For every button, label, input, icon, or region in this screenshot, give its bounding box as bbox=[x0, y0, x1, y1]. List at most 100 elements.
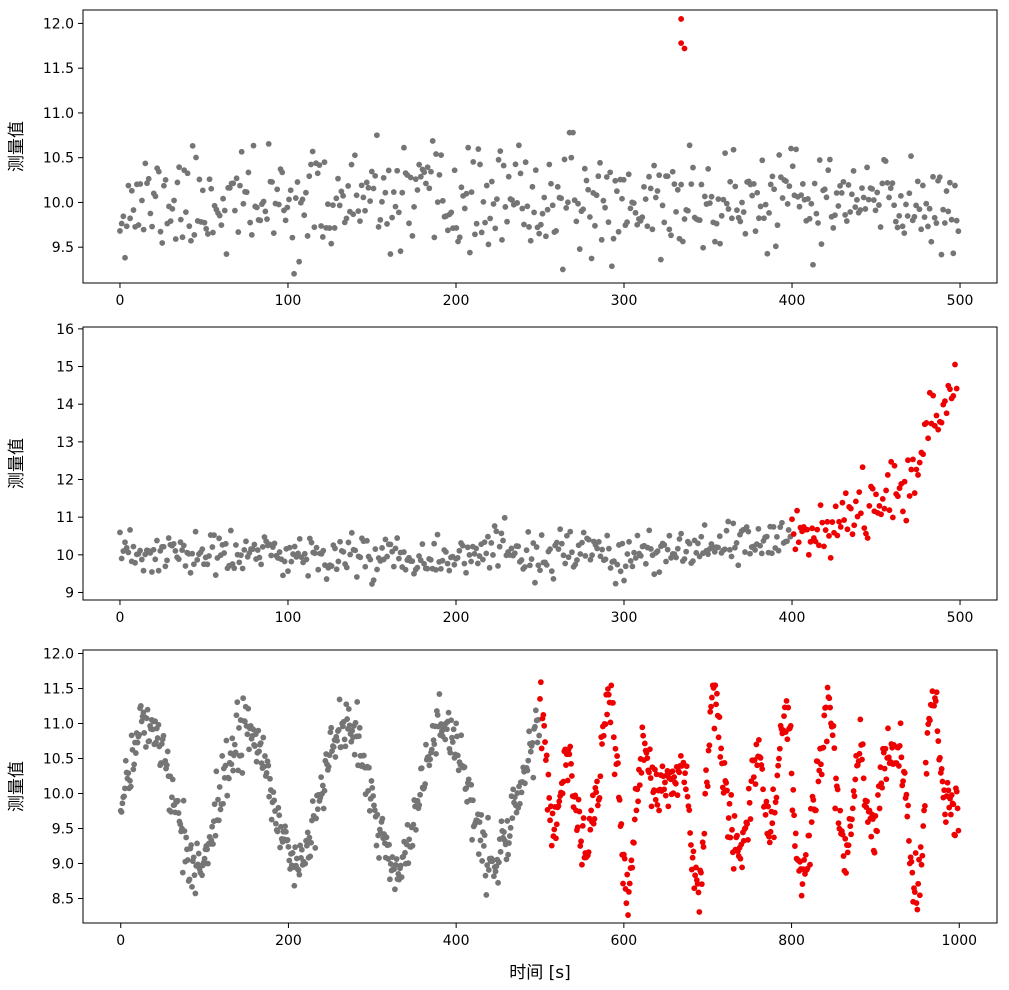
data-point-series-1 bbox=[498, 818, 505, 825]
data-point-series-2 bbox=[950, 393, 957, 399]
data-point-series-1 bbox=[245, 169, 252, 176]
data-point-series-2 bbox=[602, 721, 609, 728]
y-tick-label: 12.0 bbox=[43, 647, 74, 663]
data-point-series-2 bbox=[636, 782, 643, 788]
data-point-series-1 bbox=[281, 558, 288, 565]
data-point-series-2 bbox=[844, 849, 851, 856]
data-point-series-2 bbox=[656, 807, 662, 814]
data-point-series-2 bbox=[843, 870, 849, 876]
data-point-series-1 bbox=[222, 762, 229, 769]
data-point-series-2 bbox=[773, 794, 780, 801]
data-point-series-1 bbox=[752, 228, 759, 235]
data-point-series-2 bbox=[635, 798, 642, 805]
data-point-series-2 bbox=[895, 763, 902, 769]
data-point-series-2 bbox=[734, 832, 740, 839]
data-point-series-1 bbox=[203, 225, 210, 232]
data-point-series-2 bbox=[597, 773, 604, 780]
data-point-series-2 bbox=[790, 531, 797, 537]
data-point-series-1 bbox=[272, 820, 279, 827]
data-point-series-1 bbox=[495, 563, 501, 569]
data-point-series-1 bbox=[288, 558, 295, 565]
data-point-series-1 bbox=[676, 536, 683, 542]
data-point-series-1 bbox=[433, 750, 439, 757]
data-point-series-1 bbox=[371, 807, 378, 814]
data-point-series-1 bbox=[730, 146, 737, 153]
data-point-series-1 bbox=[117, 529, 123, 536]
data-point-series-1 bbox=[333, 195, 340, 202]
data-point-series-2 bbox=[916, 856, 922, 863]
data-point-series-1 bbox=[146, 738, 153, 744]
data-point-series-2 bbox=[553, 835, 559, 842]
data-point-series-1 bbox=[541, 194, 548, 201]
data-point-series-1 bbox=[340, 548, 347, 555]
data-point-series-1 bbox=[821, 186, 828, 193]
data-point-series-2 bbox=[706, 742, 713, 749]
data-point-series-2 bbox=[852, 498, 859, 505]
data-point-series-1 bbox=[530, 774, 537, 781]
data-point-series-2 bbox=[953, 788, 960, 795]
y-axis-label: 测量值 bbox=[7, 761, 27, 812]
data-point-series-1 bbox=[387, 876, 393, 883]
data-point-series-1 bbox=[664, 546, 671, 553]
data-point-series-1 bbox=[522, 159, 529, 166]
data-point-series-1 bbox=[154, 537, 160, 544]
data-point-series-2 bbox=[633, 807, 640, 814]
data-point-series-2 bbox=[690, 848, 697, 855]
data-point-series-2 bbox=[819, 519, 826, 526]
data-point-series-1 bbox=[241, 718, 248, 725]
plot-area bbox=[82, 9, 998, 284]
data-point-series-2 bbox=[729, 826, 735, 833]
data-point-series-1 bbox=[686, 142, 693, 149]
data-point-series-1 bbox=[297, 842, 304, 849]
data-point-series-2 bbox=[955, 827, 962, 834]
data-point-series-1 bbox=[500, 537, 506, 544]
data-point-series-2 bbox=[559, 790, 566, 797]
data-point-series-1 bbox=[480, 843, 487, 849]
data-point-series-1 bbox=[602, 556, 609, 563]
data-point-series-2 bbox=[750, 774, 757, 780]
data-point-series-2 bbox=[876, 805, 883, 812]
data-point-series-1 bbox=[656, 569, 663, 575]
data-point-series-1 bbox=[911, 213, 918, 220]
data-point-series-1 bbox=[238, 552, 244, 559]
data-point-series-1 bbox=[947, 179, 953, 186]
data-point-series-1 bbox=[257, 217, 264, 224]
data-point-series-2 bbox=[921, 807, 927, 814]
data-point-series-1 bbox=[654, 188, 661, 194]
data-point-series-1 bbox=[860, 194, 867, 201]
data-point-series-2 bbox=[674, 792, 681, 799]
data-point-series-1 bbox=[463, 190, 470, 197]
data-point-series-2 bbox=[841, 517, 848, 523]
data-point-series-2 bbox=[689, 854, 696, 861]
data-point-series-1 bbox=[869, 185, 876, 192]
data-point-series-1 bbox=[874, 189, 881, 196]
data-point-series-1 bbox=[536, 732, 543, 739]
data-point-series-1 bbox=[525, 757, 532, 764]
data-point-series-1 bbox=[497, 848, 504, 855]
data-point-series-1 bbox=[604, 532, 611, 539]
data-point-series-1 bbox=[941, 220, 948, 226]
data-point-series-1 bbox=[576, 246, 583, 252]
data-point-series-2 bbox=[916, 892, 923, 899]
data-point-series-1 bbox=[220, 195, 226, 202]
data-point-series-1 bbox=[426, 185, 433, 192]
data-point-series-1 bbox=[233, 712, 240, 719]
data-point-series-1 bbox=[206, 176, 213, 183]
data-point-series-2 bbox=[648, 803, 655, 810]
data-point-series-1 bbox=[227, 527, 234, 534]
data-point-series-1 bbox=[761, 215, 767, 222]
data-point-series-2 bbox=[766, 839, 773, 846]
data-point-series-1 bbox=[490, 201, 497, 207]
data-point-series-1 bbox=[257, 740, 264, 746]
data-point-series-1 bbox=[333, 566, 340, 573]
data-point-series-2 bbox=[935, 426, 942, 433]
data-point-series-2 bbox=[612, 745, 619, 752]
data-point-series-1 bbox=[598, 236, 605, 243]
data-point-series-1 bbox=[716, 533, 723, 540]
data-point-series-1 bbox=[123, 223, 130, 230]
data-point-series-2 bbox=[941, 787, 948, 794]
data-point-series-1 bbox=[159, 240, 166, 246]
data-point-series-2 bbox=[832, 805, 839, 812]
data-point-series-1 bbox=[398, 874, 405, 881]
data-point-series-1 bbox=[485, 533, 491, 540]
